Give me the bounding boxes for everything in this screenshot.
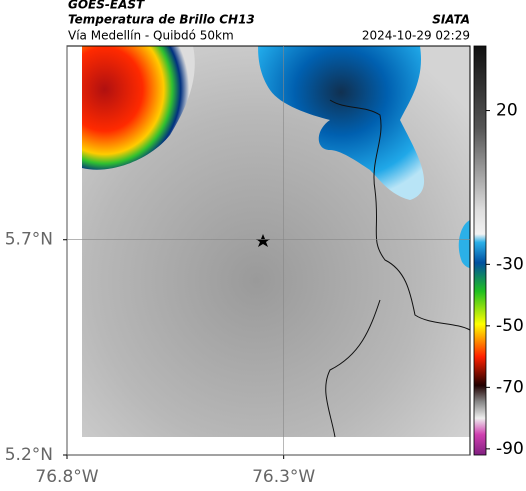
- subtitle: Temperatura de Brillo CH13: [68, 13, 255, 27]
- colorbar-label: -50: [496, 316, 524, 336]
- location-marker: [256, 234, 270, 247]
- colorbar-label: 20: [496, 101, 518, 121]
- title: GOES-EAST: [68, 0, 145, 12]
- y-tick-label: 5.7°N: [5, 230, 53, 250]
- boundary-line: [325, 99, 471, 438]
- convective-cell: [458, 220, 470, 268]
- source: SIATA: [432, 13, 470, 27]
- colorbar-label: -30: [496, 254, 524, 274]
- y-tick-label: 5.2°N: [5, 445, 53, 465]
- x-tick-label: 76.8°W: [35, 467, 98, 487]
- convective-cell: [258, 46, 425, 200]
- x-tick-label: 76.3°W: [252, 467, 315, 487]
- header: GOES-EAST Temperatura de Brillo CH13 SIA…: [68, 0, 470, 43]
- cold-cloud-top: [82, 46, 195, 170]
- colorbar: [473, 45, 487, 456]
- colorbar-label: -90: [496, 439, 524, 459]
- imagery: [66, 45, 487, 456]
- region: Vía Medellín - Quibdó 50km: [68, 29, 234, 43]
- timestamp: 2024-10-29 02:29: [362, 29, 470, 43]
- colorbar-label: -70: [496, 377, 524, 397]
